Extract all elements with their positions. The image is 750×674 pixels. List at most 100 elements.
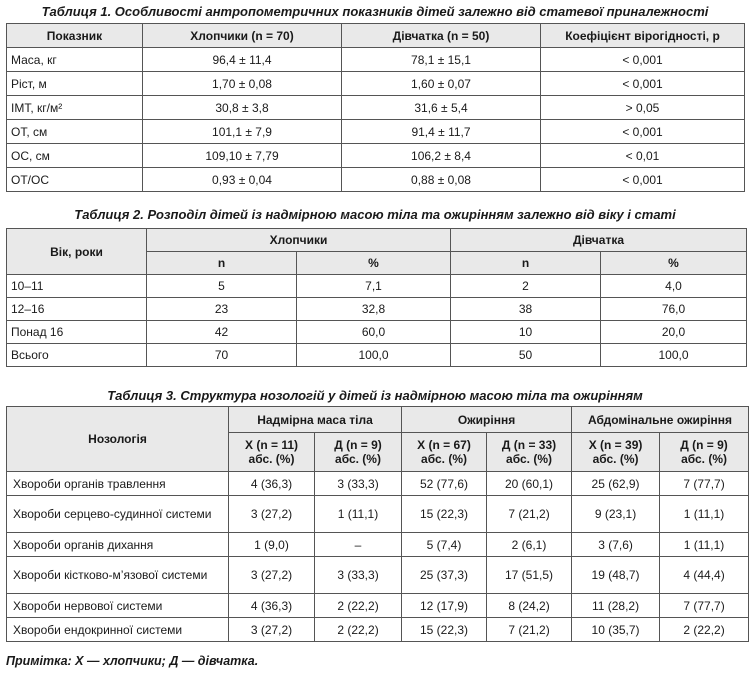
table-row: ОС, см 109,10 ± 7,79 106,2 ± 8,4 < 0,01 bbox=[6, 143, 745, 168]
table-cell: 12 (17,9) bbox=[401, 593, 488, 618]
table-cell: 7 (21,2) bbox=[486, 617, 573, 642]
table-cell: 70 bbox=[146, 343, 297, 367]
row-label: Хвороби нервової системи bbox=[6, 593, 229, 618]
row-label: 10–11 bbox=[6, 274, 147, 298]
table-row: Хвороби ендокринної системи 3 (27,2) 2 (22… bbox=[6, 617, 750, 642]
table-cell: 1,70 ± 0,08 bbox=[142, 71, 342, 96]
row-label: ОТ, см bbox=[6, 119, 143, 144]
table-cell: < 0,001 bbox=[540, 47, 745, 72]
table-row: Всього 70 100,0 50 100,0 bbox=[6, 343, 747, 367]
subheader-unit: абс. (%) bbox=[421, 452, 467, 466]
table2-header-girls: Дівчатка bbox=[450, 228, 747, 252]
table-cell: 1 (9,0) bbox=[228, 532, 315, 557]
table-cell: 7 (77,7) bbox=[659, 593, 750, 618]
table-row: ОТ, см 101,1 ± 7,9 91,4 ± 11,7 < 0,001 bbox=[6, 119, 745, 144]
subheader-unit: абс. (%) bbox=[681, 452, 727, 466]
table-cell: 3 (33,3) bbox=[313, 556, 403, 594]
table-cell: < 0,01 bbox=[540, 143, 745, 168]
table-row: ОТ/ОС 0,93 ± 0,04 0,88 ± 0,08 < 0,001 bbox=[6, 167, 745, 192]
table-cell: 30,8 ± 3,8 bbox=[142, 95, 342, 120]
table-cell: 38 bbox=[450, 297, 601, 321]
table-cell: 106,2 ± 8,4 bbox=[341, 143, 541, 168]
table-cell: 4 (44,4) bbox=[659, 556, 750, 594]
table-cell: 9 (23,1) bbox=[571, 495, 661, 533]
footnote: Примітка: Х — хлопчики; Д — дівчатка. bbox=[6, 654, 259, 668]
table-cell: 8 (24,2) bbox=[486, 593, 573, 618]
table-cell: 23 bbox=[146, 297, 297, 321]
table-cell: – bbox=[313, 532, 403, 557]
table-cell: 15 (22,3) bbox=[401, 617, 488, 642]
table-cell: 20,0 bbox=[600, 320, 747, 344]
table3-subheader: Д (n = 9) абс. (%) bbox=[659, 432, 750, 472]
table1-header-girls: Дівчатка (n = 50) bbox=[341, 23, 541, 48]
table-cell: 11 (28,2) bbox=[571, 593, 661, 618]
table2-header-age: Вік, роки bbox=[6, 228, 147, 275]
table-cell: 25 (62,9) bbox=[571, 471, 661, 496]
table-cell: 109,10 ± 7,79 bbox=[142, 143, 342, 168]
table-cell: 3 (7,6) bbox=[571, 532, 661, 557]
row-label: ОС, см bbox=[6, 143, 143, 168]
table-cell: 1 (11,1) bbox=[659, 495, 750, 533]
table-cell: < 0,001 bbox=[540, 167, 745, 192]
table-row: Хвороби серцево-судинної системи 3 (27,2)… bbox=[6, 495, 750, 533]
table1-header-boys: Хлопчики (n = 70) bbox=[142, 23, 342, 48]
table2: Вік, роки Хлопчики Дівчатка n % n % 10–1… bbox=[6, 228, 747, 367]
table-row: 12–16 23 32,8 38 76,0 bbox=[6, 297, 747, 321]
table3-subheader: Х (n = 67) абс. (%) bbox=[401, 432, 488, 472]
table1: Показник Хлопчики (n = 70) Дівчатка (n =… bbox=[6, 23, 745, 192]
subheader-unit: абс. (%) bbox=[592, 452, 639, 466]
table-cell: 5 (7,4) bbox=[401, 532, 488, 557]
table-cell: > 0,05 bbox=[540, 95, 745, 120]
table-cell: 4 (36,3) bbox=[228, 471, 315, 496]
subheader-unit: абс. (%) bbox=[248, 452, 295, 466]
table-cell: 31,6 ± 5,4 bbox=[341, 95, 541, 120]
table-row: ІМТ, кг/м² 30,8 ± 3,8 31,6 ± 5,4 > 0,05 bbox=[6, 95, 745, 120]
table-row: Хвороби кістково-м’язової системи 3 (27,2… bbox=[6, 556, 750, 594]
row-label: Маса, кг bbox=[6, 47, 143, 72]
table-cell: 7 (77,7) bbox=[659, 471, 750, 496]
table-cell: 2 (22,2) bbox=[313, 617, 403, 642]
table3-header-obesity: Ожиріння bbox=[401, 406, 573, 433]
table-row: Хвороби органів травлення 4 (36,3) 3 (33,3… bbox=[6, 471, 750, 496]
table-cell: 15 (22,3) bbox=[401, 495, 488, 533]
table2-caption: Таблиця 2. Розподіл дітей із надмірною м… bbox=[74, 207, 676, 222]
table-cell: 2 (22,2) bbox=[313, 593, 403, 618]
table-cell: 4,0 bbox=[600, 274, 747, 298]
table1-header-indicator: Показник bbox=[6, 23, 143, 48]
row-label: Хвороби серцево-судинної системи bbox=[6, 495, 229, 533]
row-label: Понад 16 bbox=[6, 320, 147, 344]
table2-subheader-girls-pct: % bbox=[600, 251, 747, 275]
table1-caption: Таблиця 1. Особливості антропометричних … bbox=[41, 4, 709, 19]
table-cell: 20 (60,1) bbox=[486, 471, 573, 496]
table-cell: 19 (48,7) bbox=[571, 556, 661, 594]
table-cell: 2 (22,2) bbox=[659, 617, 750, 642]
row-label: Хвороби органів дихання bbox=[6, 532, 229, 557]
table-cell: 4 (36,3) bbox=[228, 593, 315, 618]
table-cell: 2 bbox=[450, 274, 601, 298]
table-cell: 17 (51,5) bbox=[486, 556, 573, 594]
table-cell: 60,0 bbox=[296, 320, 451, 344]
table-cell: 100,0 bbox=[296, 343, 451, 367]
table3: Нозологія Надмірна маса тіла Ожиріння Аб… bbox=[6, 406, 750, 642]
table-cell: 3 (27,2) bbox=[228, 495, 315, 533]
table-cell: 3 (27,2) bbox=[228, 556, 315, 594]
row-label: Хвороби кістково-м’язової системи bbox=[6, 556, 229, 594]
row-label: Ріст, м bbox=[6, 71, 143, 96]
table-cell: 42 bbox=[146, 320, 297, 344]
table-cell: 101,1 ± 7,9 bbox=[142, 119, 342, 144]
table-cell: 32,8 bbox=[296, 297, 451, 321]
table2-subheader-boys-n: n bbox=[146, 251, 297, 275]
table-cell: 5 bbox=[146, 274, 297, 298]
table-cell: 2 (6,1) bbox=[486, 532, 573, 557]
table2-header-boys: Хлопчики bbox=[146, 228, 451, 252]
table2-subheader-boys-pct: % bbox=[296, 251, 451, 275]
table-row: Ріст, м 1,70 ± 0,08 1,60 ± 0,07 < 0,001 bbox=[6, 71, 745, 96]
table3-header-abdominal-obesity: Абдомінальне ожиріння bbox=[571, 406, 750, 433]
table3-subheader: Х (n = 11) абс. (%) bbox=[228, 432, 315, 472]
table-cell: 78,1 ± 15,1 bbox=[341, 47, 541, 72]
subheader-group: Д (n = 9) bbox=[334, 438, 382, 452]
table3-caption: Таблиця 3. Структура нозологій у дітей і… bbox=[107, 388, 643, 403]
subheader-group: Х (n = 39) bbox=[588, 438, 643, 452]
table-cell: < 0,001 bbox=[540, 119, 745, 144]
table2-subheader-girls-n: n bbox=[450, 251, 601, 275]
